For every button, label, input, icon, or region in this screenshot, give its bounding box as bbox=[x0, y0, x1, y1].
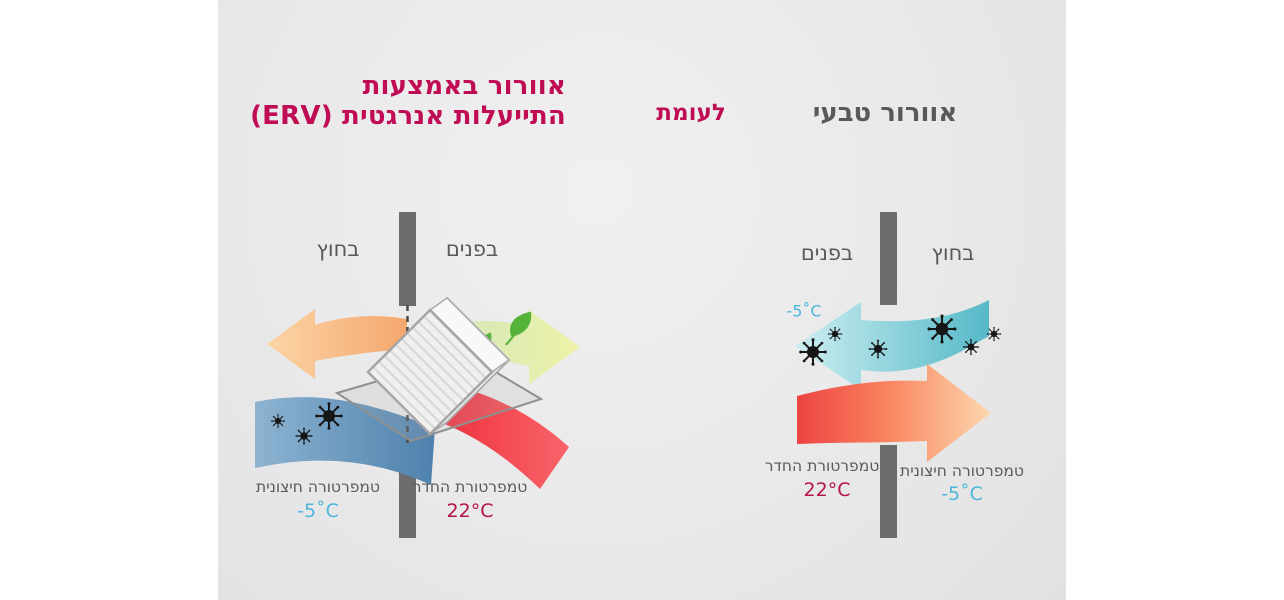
natural-room-temp-value: 22°C bbox=[803, 479, 851, 501]
warm-exhaust-arrow bbox=[267, 309, 407, 379]
erv-room-temp-value: 22°C bbox=[446, 500, 494, 522]
natural-wall-top bbox=[880, 212, 897, 305]
erv-external-temp-value: -5˚C bbox=[297, 500, 339, 522]
natural-title: אוורור טבעי bbox=[812, 98, 958, 128]
virus-icon bbox=[827, 326, 843, 342]
erv-title-line2: התייעלות אנרגטית (ERV) bbox=[250, 101, 566, 131]
erv-outside-label: בחוץ bbox=[316, 237, 360, 261]
warm-air-arrow bbox=[797, 364, 991, 462]
natural-external-temp-label: טמפרטורה חיצונית bbox=[900, 462, 1024, 480]
natural-incoming-temp-value: -5˚C bbox=[786, 301, 822, 321]
virus-icon bbox=[962, 338, 980, 356]
erv-room-temp-label: טמפרטורת החדר bbox=[412, 478, 528, 496]
virus-icon bbox=[926, 313, 958, 345]
virus-icon bbox=[314, 401, 344, 431]
erv-wall-top bbox=[399, 212, 416, 306]
versus-label: לעומת bbox=[656, 100, 726, 126]
natural-inside-label: בפנים bbox=[800, 241, 854, 265]
natural-room-temp-label: טמפרטורת החדר bbox=[764, 457, 880, 475]
virus-icon bbox=[867, 338, 889, 360]
natural-outside-label: בחוץ bbox=[931, 241, 975, 265]
erv-external-temp-label: טמפרטורה חיצונית bbox=[256, 478, 380, 496]
virus-icon bbox=[294, 426, 314, 446]
erv-arrows-svg bbox=[255, 296, 580, 489]
erv-title-line1: אוורור באמצעות bbox=[362, 71, 566, 101]
natural-arrows-svg bbox=[795, 300, 1002, 462]
natural-wall-bottom bbox=[880, 445, 897, 538]
erv-inside-label: בפנים bbox=[445, 237, 499, 261]
erv-unit bbox=[366, 296, 511, 436]
background-panel bbox=[218, 0, 1066, 600]
virus-icon bbox=[798, 337, 828, 367]
natural-external-temp-value: -5˚C bbox=[941, 483, 983, 505]
virus-icon bbox=[986, 326, 1002, 342]
erv-title: אוורור באמצעות התייעלות אנרגטית (ERV) bbox=[240, 71, 566, 131]
cold-intake-arrow bbox=[255, 397, 435, 485]
cold-air-arrow bbox=[795, 300, 989, 390]
virus-icon bbox=[270, 413, 286, 429]
warm-return-arrow bbox=[431, 383, 569, 489]
